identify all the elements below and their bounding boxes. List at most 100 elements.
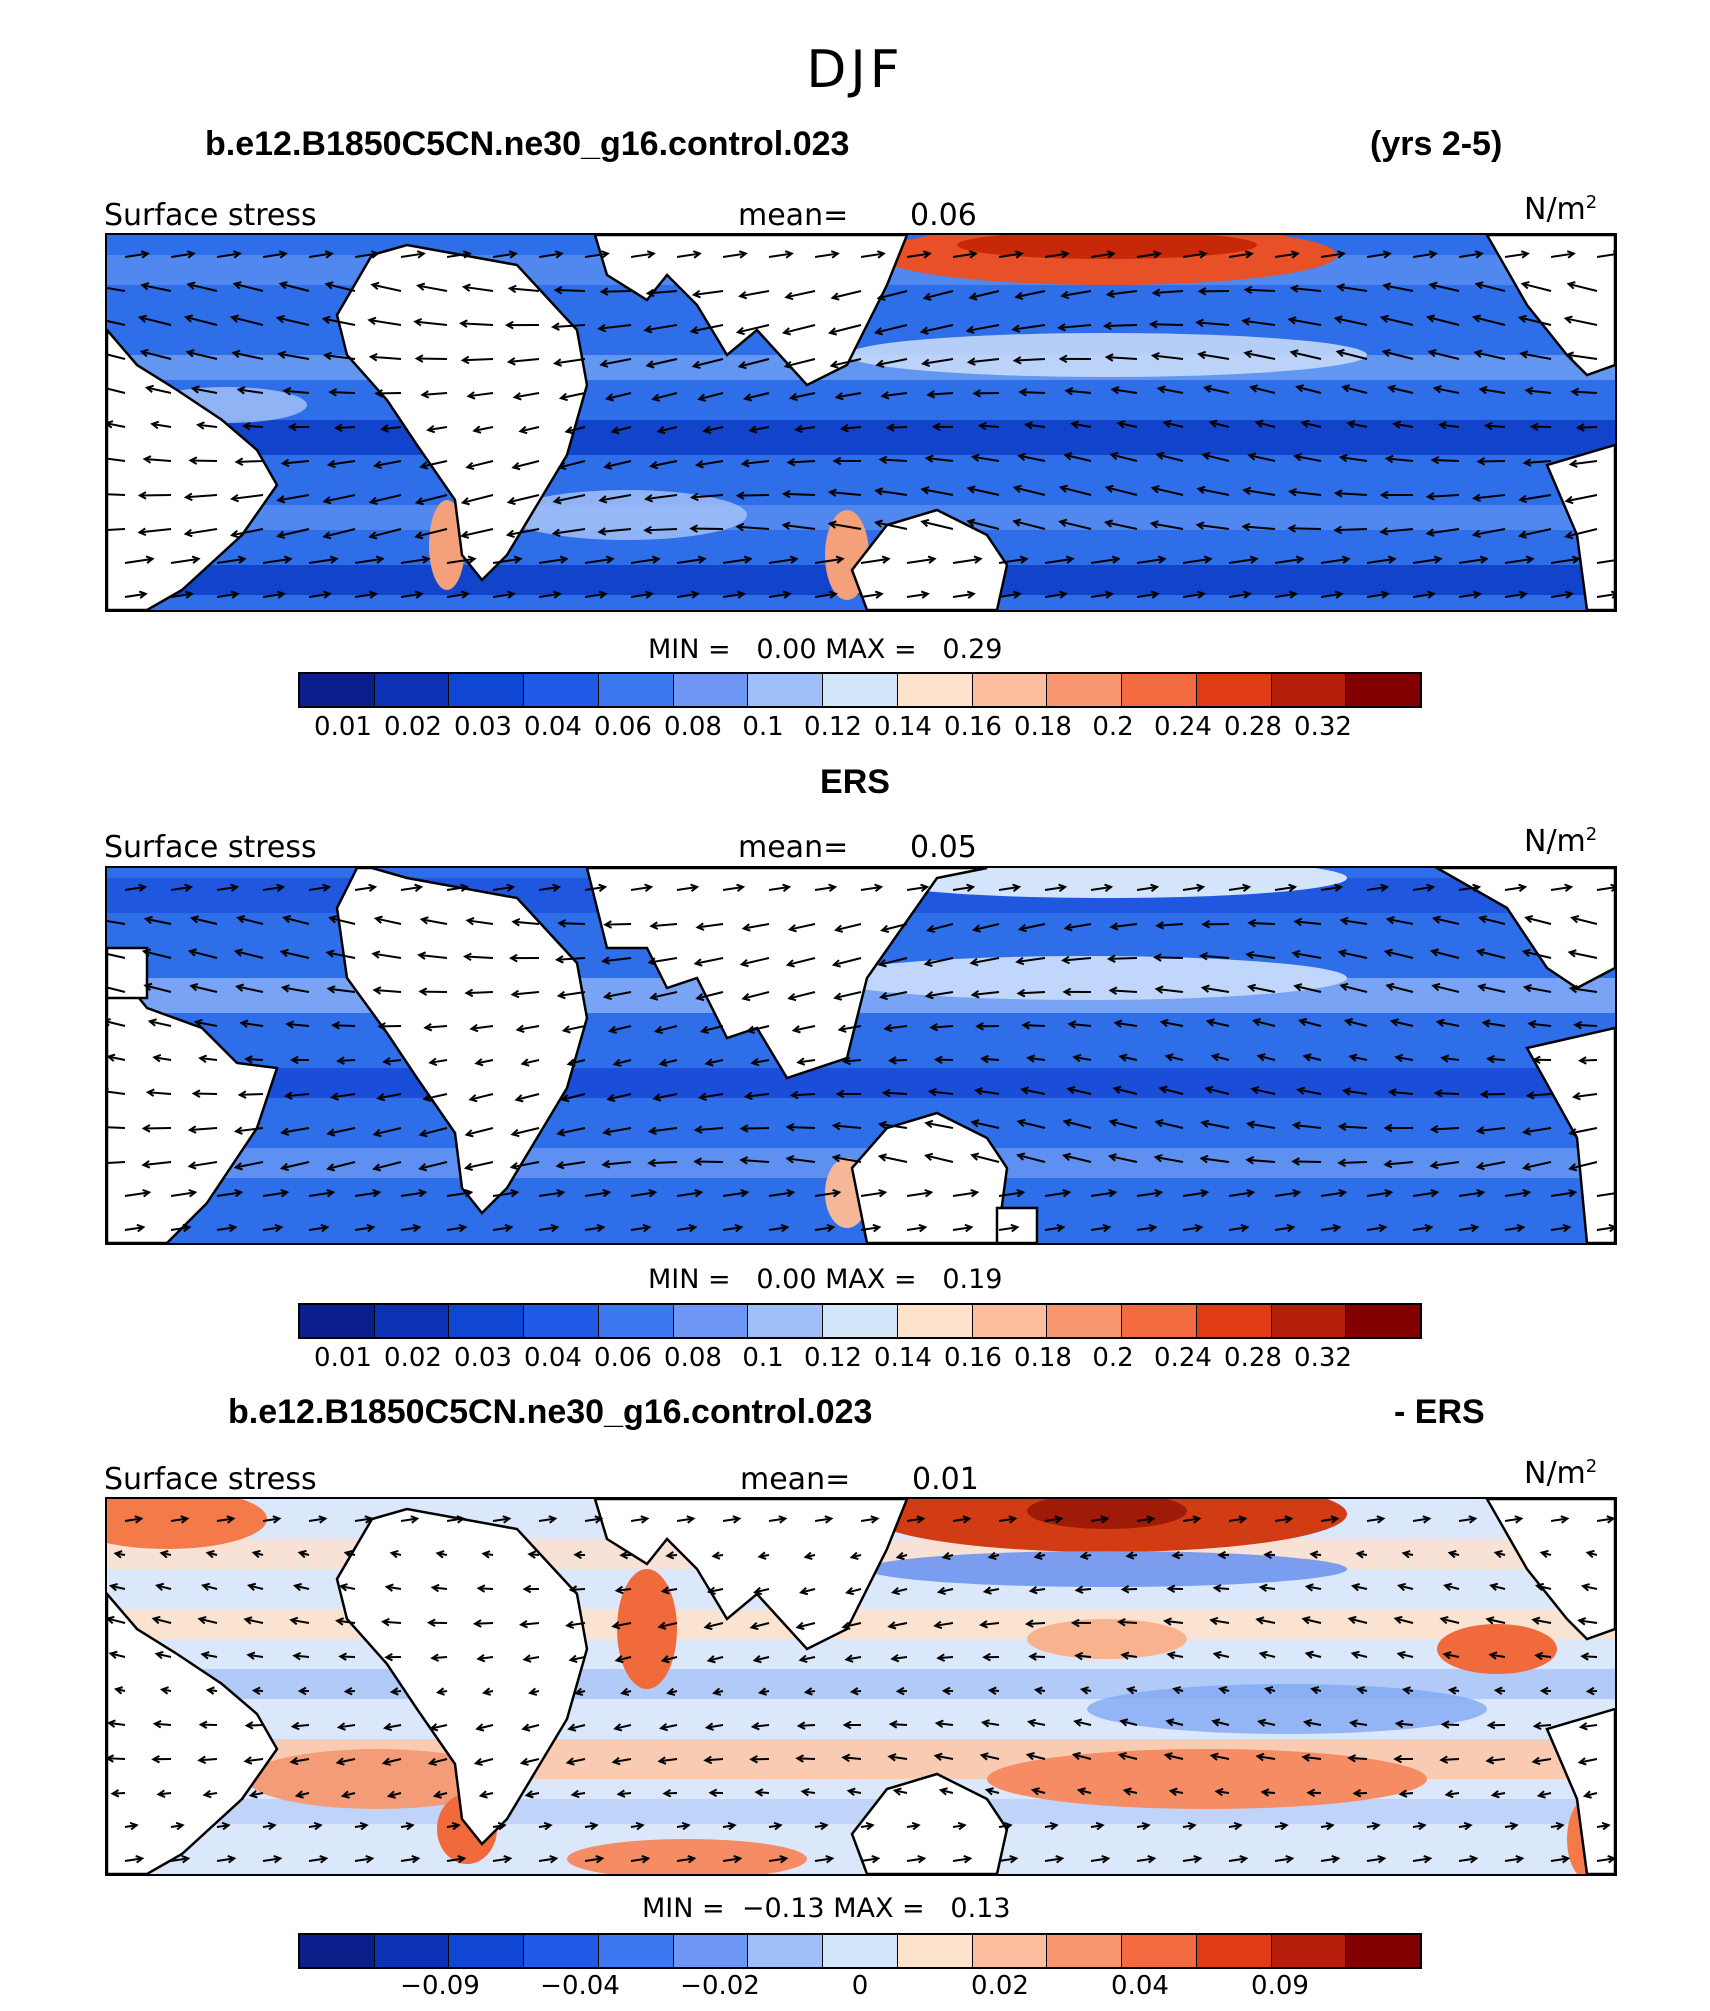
wind-vector-head bbox=[198, 1054, 208, 1063]
wind-vector bbox=[375, 917, 402, 925]
wind-vector-head bbox=[1103, 519, 1114, 528]
wind-vector bbox=[786, 290, 816, 299]
wind-vector bbox=[465, 955, 494, 959]
colorbar-cell bbox=[897, 1305, 973, 1337]
wind-vector bbox=[428, 426, 448, 432]
wind-vector-head bbox=[965, 325, 975, 334]
wind-vector-head bbox=[476, 1584, 486, 1593]
wind-vector-head bbox=[653, 1025, 664, 1035]
wind-vector-head bbox=[234, 1188, 244, 1198]
wind-vector-head bbox=[274, 1223, 284, 1233]
wind-vector bbox=[1550, 557, 1579, 564]
wind-vector-head bbox=[1204, 1085, 1214, 1094]
wind-vector-head bbox=[154, 1650, 164, 1660]
wind-vector-head bbox=[1493, 1549, 1503, 1559]
wind-vector-head bbox=[1426, 590, 1436, 599]
wind-vector bbox=[768, 1226, 788, 1231]
wind-vector-head bbox=[1520, 281, 1530, 290]
wind-vector bbox=[1253, 1019, 1276, 1027]
wind-vector bbox=[492, 1226, 512, 1231]
wind-vector-head bbox=[597, 527, 607, 536]
wind-vector bbox=[340, 1585, 356, 1590]
wind-vector bbox=[979, 424, 1000, 428]
wind-vector bbox=[630, 1226, 650, 1231]
wind-vector-head bbox=[598, 590, 608, 599]
wind-vector-head bbox=[1348, 1053, 1358, 1062]
wind-vector bbox=[374, 989, 402, 993]
wind-vector-head bbox=[1030, 1787, 1040, 1796]
wind-vector-head bbox=[647, 1158, 657, 1168]
wind-vector-head bbox=[1255, 1752, 1265, 1762]
wind-vector-head bbox=[322, 883, 332, 892]
wind-vector-head bbox=[1105, 289, 1115, 299]
wind-vector bbox=[1289, 527, 1322, 530]
wind-vector bbox=[262, 592, 284, 598]
panel2-map bbox=[105, 866, 1617, 1245]
colorbar-cell bbox=[300, 1305, 375, 1337]
wind-vector-head bbox=[987, 1686, 997, 1695]
wind-vector bbox=[1412, 1226, 1432, 1231]
wind-vector bbox=[419, 954, 448, 959]
wind-vector bbox=[308, 1191, 334, 1197]
wind-vector bbox=[327, 951, 356, 959]
wind-vector bbox=[189, 1127, 218, 1131]
wind-vector bbox=[1228, 557, 1257, 564]
wind-vector bbox=[982, 1057, 1000, 1061]
wind-vector-head bbox=[1341, 1087, 1351, 1096]
wind-vector bbox=[1487, 1618, 1506, 1624]
wind-vector-head bbox=[1380, 590, 1390, 599]
wind-vector-head bbox=[141, 948, 151, 957]
wind-vector bbox=[1105, 324, 1138, 328]
wind-vector-head bbox=[1212, 1650, 1222, 1660]
wind-vector-head bbox=[749, 1755, 758, 1764]
wind-vector-head bbox=[970, 990, 980, 999]
wind-vector-head bbox=[732, 1515, 742, 1524]
wind-vector bbox=[829, 324, 862, 334]
wind-vector-head bbox=[1291, 1121, 1301, 1130]
wind-vector-head bbox=[1561, 1855, 1571, 1864]
wind-vector-head bbox=[1443, 1582, 1453, 1591]
wind-vector bbox=[860, 252, 884, 258]
wind-vector-head bbox=[140, 250, 150, 259]
wind-vector bbox=[1458, 885, 1480, 891]
wind-vector bbox=[1442, 1056, 1460, 1061]
wind-vector-head bbox=[922, 250, 932, 259]
wind-vector-head bbox=[1534, 1582, 1545, 1592]
wind-vector-head bbox=[1162, 419, 1172, 428]
wind-vector bbox=[697, 991, 724, 1000]
wind-vector-head bbox=[600, 250, 610, 259]
wind-vector-head bbox=[616, 1789, 626, 1798]
wind-vector bbox=[400, 592, 422, 598]
wind-vector bbox=[1274, 885, 1296, 891]
wind-vector-head bbox=[506, 496, 516, 506]
wind-vector bbox=[1579, 1619, 1598, 1624]
wind-vector-head bbox=[574, 1687, 584, 1696]
wind-vector bbox=[202, 1584, 218, 1590]
wind-vector bbox=[328, 460, 356, 466]
colorbar-tick: 0 bbox=[851, 1971, 869, 2001]
wind-vector bbox=[383, 1758, 402, 1765]
wind-vector-head bbox=[1244, 250, 1254, 259]
wind-vector bbox=[308, 1857, 327, 1862]
wind-vector-head bbox=[687, 1855, 697, 1864]
wind-vector bbox=[139, 528, 172, 534]
wind-vector bbox=[492, 1191, 518, 1197]
wind-vector-head bbox=[644, 590, 654, 599]
wind-vector-head bbox=[699, 1025, 709, 1035]
wind-vector bbox=[1350, 1055, 1368, 1061]
wind-vector bbox=[508, 494, 540, 504]
wind-vector-head bbox=[573, 1550, 583, 1560]
wind-vector bbox=[463, 285, 494, 292]
wind-vector bbox=[559, 460, 586, 469]
wind-vector-head bbox=[1560, 1515, 1570, 1524]
wind-vector bbox=[1153, 290, 1184, 295]
wind-vector bbox=[1136, 592, 1158, 598]
wind-vector-head bbox=[605, 555, 615, 564]
wind-vector-head bbox=[923, 958, 933, 967]
wind-vector bbox=[1121, 1720, 1138, 1726]
wind-vector bbox=[107, 493, 126, 496]
wind-vector-head bbox=[405, 1821, 415, 1831]
wind-vector bbox=[1570, 460, 1598, 466]
wind-vector-head bbox=[1479, 1090, 1489, 1099]
wind-vector-head bbox=[635, 1821, 645, 1831]
